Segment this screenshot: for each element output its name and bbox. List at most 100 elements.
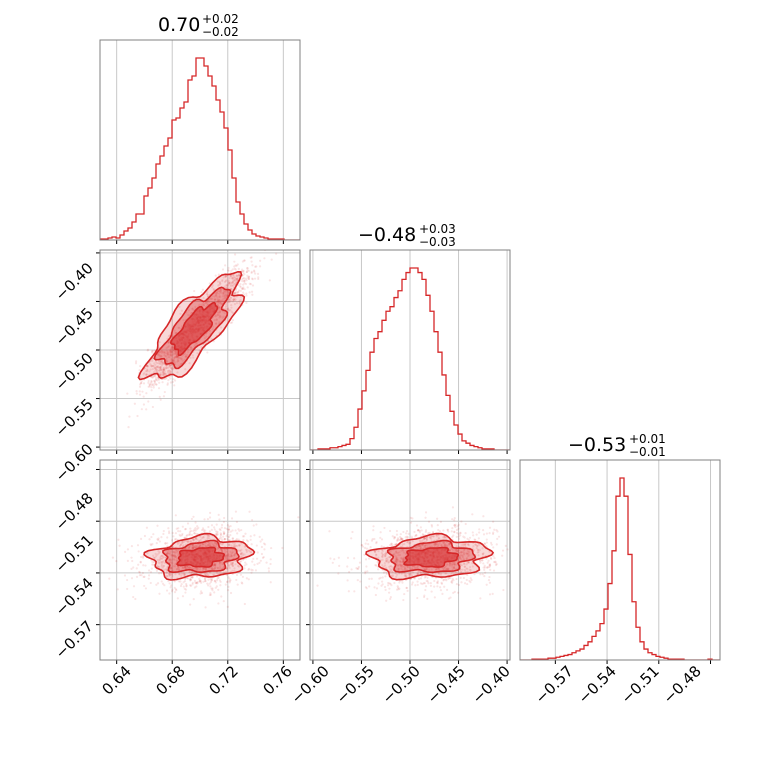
sample-point [429,581,432,585]
sample-point [447,530,450,533]
sample-point [229,321,232,325]
sample-point [230,563,233,566]
sample-point [231,268,234,271]
sample-point [189,566,192,569]
sample-point [393,543,396,546]
sample-point [215,322,218,325]
sample-point [158,381,161,384]
sample-point [217,306,221,309]
sample-point [216,312,219,315]
sample-point [194,344,197,347]
sample-point [246,267,249,270]
sample-point [223,516,226,520]
sample-point [242,293,246,296]
sample-point [227,525,231,528]
sample-point [173,556,176,559]
sample-point [374,564,377,567]
sample-point [233,253,237,256]
sample-point [227,309,231,312]
sample-point [457,591,460,594]
sample-point [393,581,396,585]
sample-point [152,379,156,382]
sample-point [242,277,245,280]
sample-point [247,277,251,281]
title-upper-error: +0.03 [419,222,456,236]
sample-point [148,370,151,373]
sample-point [165,366,168,370]
sample-point [189,533,192,536]
sample-point [190,571,193,575]
sample-point [216,530,219,533]
sample-point [216,566,219,569]
sample-point [230,288,233,291]
sample-point [196,580,199,584]
sample-point [218,283,221,286]
sample-point [153,349,156,352]
sample-point [231,300,235,303]
sample-point [179,363,183,366]
sample-point [210,566,213,569]
sample-point [442,578,446,581]
sample-point [146,365,149,368]
sample-point [218,321,221,324]
sample-point [364,542,367,545]
sample-point [233,542,236,545]
sample-point [386,558,389,562]
sample-point [191,576,194,579]
sample-point [146,348,150,351]
sample-point [243,276,246,280]
sample-point [389,549,392,553]
sample-point [385,571,388,574]
sample-point [230,544,233,547]
sample-point [230,306,233,309]
sample-point [247,568,250,571]
sample-point [424,529,428,532]
sample-point [389,582,392,585]
sample-point [165,352,168,355]
sample-point [446,568,450,571]
sample-point [157,387,161,390]
sample-point [495,543,498,546]
sample-point [163,390,166,394]
sample-point [400,557,403,560]
sample-point [404,573,407,576]
sample-point [219,300,222,303]
sample-point [467,554,470,558]
sample-point [240,551,243,554]
sample-point [211,297,214,301]
sample-point [163,370,166,373]
sample-point [425,537,428,540]
sample-point [265,561,268,564]
sample-point [381,550,384,553]
sample-point [228,281,231,285]
sample-point [240,560,243,563]
panel-frame [519,459,721,661]
sample-point [146,370,149,373]
sample-point [245,270,248,274]
sample-point [388,565,391,568]
sample-point [174,555,177,558]
sample-point [140,380,143,383]
sample-point [157,362,160,365]
sample-point [397,586,400,589]
sample-point [174,379,177,382]
sample-point [213,319,216,322]
sample-point [419,571,423,574]
sample-point [222,300,225,303]
sample-point [209,592,212,595]
sample-point [464,542,467,545]
sample-point [206,537,209,540]
sample-point [194,537,198,540]
sample-point [234,510,238,513]
sample-point [377,568,380,571]
sample-point [502,588,505,592]
sample-point [421,534,425,537]
sample-point [147,381,150,384]
sample-point [177,566,180,570]
x-tick-label: −0.60 [288,662,333,707]
sample-point [261,538,264,541]
panel-content [316,506,510,602]
sample-point [400,565,403,568]
sample-point [219,565,222,568]
sample-point [193,289,196,293]
